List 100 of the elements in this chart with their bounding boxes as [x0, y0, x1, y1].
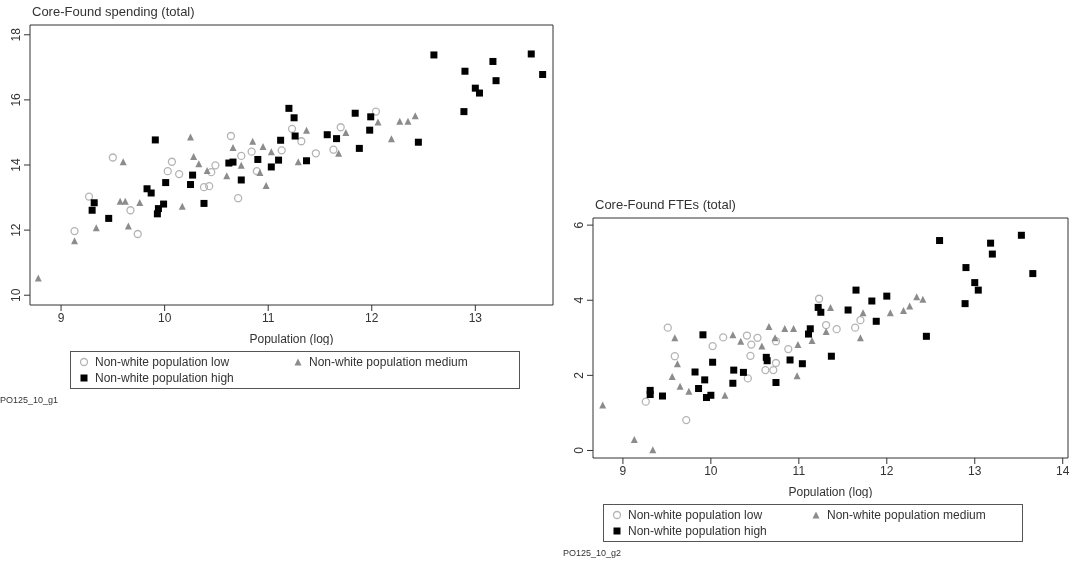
- point: [691, 368, 699, 376]
- legend-label: Non-white population low: [95, 355, 230, 369]
- point: [673, 360, 681, 368]
- point: [162, 179, 170, 187]
- point: [262, 182, 270, 190]
- point: [267, 163, 275, 171]
- point: [798, 360, 806, 368]
- point: [249, 137, 257, 145]
- y-tick-label: 2: [572, 371, 586, 379]
- point: [287, 124, 297, 134]
- point: [460, 108, 468, 116]
- point: [988, 250, 996, 258]
- point: [883, 292, 891, 300]
- point: [489, 57, 497, 65]
- legend-label: Non-white population high: [628, 524, 767, 538]
- text: PO125_10_g1: [0, 395, 60, 405]
- point: [187, 181, 195, 189]
- legend-label: Non-white population medium: [827, 508, 986, 522]
- point: [701, 376, 709, 384]
- point: [133, 229, 142, 239]
- point: [1017, 231, 1025, 239]
- point: [461, 67, 469, 75]
- legend-label: Non-white population low: [628, 508, 763, 522]
- point: [753, 333, 762, 342]
- point: [371, 107, 381, 116]
- point: [646, 391, 654, 399]
- point: [719, 333, 728, 342]
- point: [247, 147, 256, 156]
- point: [153, 210, 161, 218]
- point: [414, 138, 422, 146]
- point: [761, 365, 770, 375]
- point: [136, 198, 144, 206]
- point: [771, 337, 781, 346]
- point: [737, 337, 745, 345]
- x-axis-title: Population (log): [249, 332, 334, 346]
- x-tick-label: 9: [57, 310, 65, 325]
- point: [852, 286, 860, 294]
- point: [859, 309, 867, 317]
- point: [772, 379, 780, 387]
- point: [784, 344, 793, 354]
- point: [708, 341, 717, 351]
- x-tick-label: 10: [704, 463, 718, 478]
- point: [721, 391, 729, 399]
- point: [922, 332, 930, 340]
- point: [630, 436, 638, 444]
- point: [174, 169, 184, 179]
- point: [771, 334, 779, 342]
- point: [167, 157, 177, 166]
- point: [229, 143, 237, 151]
- point: [207, 168, 216, 177]
- point: [187, 133, 195, 141]
- point: [211, 161, 220, 170]
- point: [827, 303, 834, 311]
- point: [303, 157, 311, 165]
- point: [70, 226, 79, 236]
- point: [234, 194, 243, 203]
- x-tick-label: 9: [619, 463, 627, 478]
- point: [297, 137, 306, 146]
- point: [850, 323, 860, 332]
- point: [189, 171, 197, 179]
- point: [303, 126, 311, 134]
- point: [844, 306, 852, 314]
- point: [151, 136, 159, 144]
- point: [199, 182, 209, 192]
- x-tick-label: 13: [468, 310, 483, 325]
- x-tick-label: 11: [792, 463, 806, 478]
- point: [275, 156, 283, 164]
- point: [658, 392, 666, 400]
- point: [277, 146, 286, 155]
- point: [404, 117, 412, 125]
- point: [84, 192, 94, 201]
- point: [396, 117, 404, 125]
- point: [256, 168, 264, 176]
- point: [387, 135, 395, 143]
- point: [88, 206, 96, 214]
- point: [730, 366, 738, 374]
- point: [229, 158, 237, 166]
- point: [430, 51, 438, 59]
- point: [237, 176, 245, 184]
- point: [205, 182, 214, 191]
- x-tick-label: 12: [365, 310, 379, 325]
- point: [817, 308, 825, 316]
- point: [259, 142, 267, 150]
- chart-title: Core-Found spending (total): [32, 4, 195, 19]
- point: [291, 132, 299, 140]
- point: [856, 334, 864, 342]
- point: [821, 320, 831, 330]
- point: [832, 325, 841, 334]
- point: [987, 239, 995, 247]
- point: [670, 352, 679, 361]
- point: [527, 50, 535, 58]
- point: [539, 70, 547, 78]
- point: [254, 155, 262, 163]
- point: [367, 113, 375, 121]
- y-tick-label: 12: [9, 223, 23, 237]
- point: [599, 401, 607, 409]
- chart-title: Core-Found FTEs (total): [595, 197, 736, 212]
- y-tick-label: 14: [9, 158, 23, 172]
- point: [311, 149, 320, 158]
- point: [252, 167, 261, 176]
